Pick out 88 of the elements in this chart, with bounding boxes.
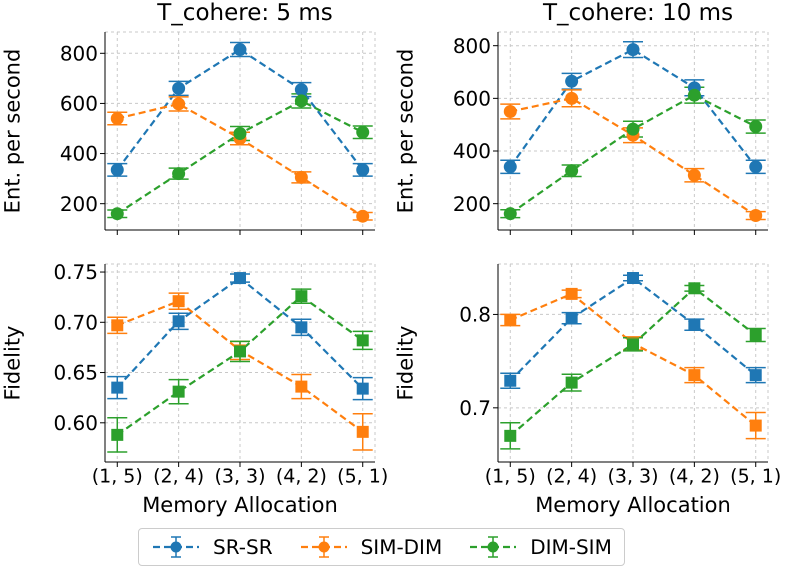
point [172,295,185,308]
point [504,105,517,118]
point [356,426,369,438]
point [750,328,762,341]
point [688,168,701,182]
point [356,334,369,346]
x-tick-label: (3, 3) [214,465,266,488]
point [111,382,124,394]
y-axis-title: Ent. per second [0,48,24,214]
point [626,43,640,56]
point [172,386,185,398]
point [627,272,639,284]
point [356,163,370,176]
point [356,126,370,139]
point [504,207,517,220]
y-tick-label: 0.7 [459,396,491,420]
y-tick-label: 0.75 [53,260,98,284]
point [566,376,578,389]
point [294,83,308,96]
point [111,428,124,441]
point [749,209,762,222]
point [688,282,700,294]
point [688,88,701,102]
y-tick-label: 0.8 [459,302,491,327]
x-tick-label: (2, 4) [546,465,598,488]
y-tick-label: 600 [452,86,491,110]
x-tick-label: (1, 5) [92,465,143,488]
chart-title: T_cohere: 10 ms [542,0,734,26]
point [295,290,308,302]
legend-label: SIM-DIM [360,535,442,559]
y-tick-label: 0.60 [53,410,98,435]
point [565,164,578,178]
point [234,43,246,56]
x-axis-title: Memory Allocation [535,493,731,517]
point [111,319,124,332]
point [504,430,516,442]
chart-title: T_cohere: 5 ms [156,0,334,26]
y-tick-label: 0.70 [53,310,98,334]
y-axis-title: Ent. per second [393,48,418,214]
x-tick-label: (4, 2) [276,465,327,488]
point [294,170,308,184]
point [504,374,516,387]
point [172,97,186,110]
x-tick-label: (4, 2) [668,465,720,488]
point [749,120,762,134]
point [688,369,700,382]
point [565,74,578,88]
point [234,272,246,284]
point [356,210,370,223]
x-tick-label: (5, 1) [337,465,388,488]
y-tick-label: 400 [60,142,98,166]
point [504,314,516,326]
legend-label: DIM-SIM [530,535,612,559]
point [750,420,762,432]
point [172,167,186,180]
y-axis-title: Fidelity [0,326,24,400]
y-axis-title: Fidelity [393,326,418,400]
point [110,207,124,220]
y-tick-label: 600 [60,92,98,116]
y-tick-label: 0.65 [53,360,98,385]
point [294,94,308,108]
x-tick-label: (2, 4) [153,465,204,488]
y-tick-label: 800 [452,34,491,58]
x-axis-title: Memory Allocation [142,493,338,517]
x-tick-label: (5, 1) [730,465,782,488]
point [566,288,578,300]
point [626,122,640,136]
point [172,82,186,95]
y-tick-label: 200 [452,192,491,216]
point [110,163,124,176]
point [566,312,578,324]
point [688,318,700,331]
point [295,321,308,334]
point [504,160,517,174]
y-tick-label: 800 [60,41,98,66]
point [172,315,185,328]
y-tick-label: 400 [452,139,491,164]
x-tick-label: (1, 5) [484,465,536,488]
point [110,112,124,125]
point [565,92,578,105]
point [356,382,369,395]
point [234,127,246,140]
x-tick-label: (3, 3) [607,465,659,488]
point [750,369,762,382]
y-tick-label: 200 [60,192,98,216]
legend-label: SR-SR [213,535,273,559]
point [295,380,308,393]
point [749,160,762,174]
